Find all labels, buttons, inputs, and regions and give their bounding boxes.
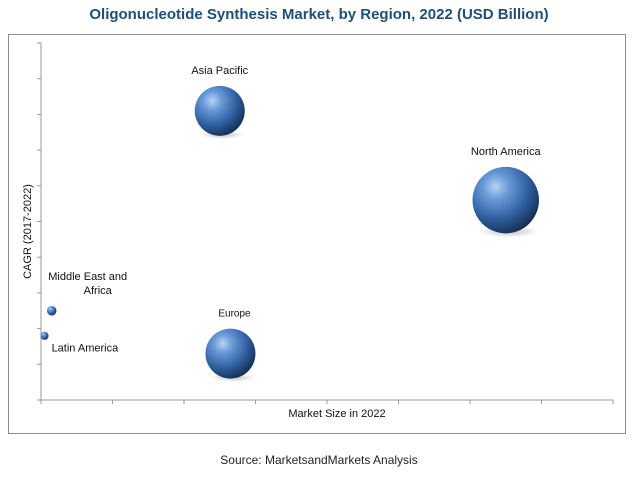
bubble-chart: Asia Pacific North America Europe Middle Ea… bbox=[22, 42, 614, 420]
bubble-label-latin-america: Latin America bbox=[52, 343, 120, 355]
chart-title: Oligonucleotide Synthesis Market, by Reg… bbox=[89, 6, 549, 23]
y-axis-label: CAGR (2017-2022) bbox=[22, 184, 34, 279]
bubble-europe bbox=[205, 328, 256, 379]
bubble-latin-america bbox=[40, 331, 49, 340]
bubble-north-america bbox=[472, 166, 539, 234]
bubble-label-middle-east-and-africa: Middle East and Africa bbox=[48, 271, 127, 297]
x-axis-label: Market Size in 2022 bbox=[288, 408, 385, 420]
bubble-label-asia-pacific: Asia Pacific bbox=[191, 65, 248, 77]
bubble-middle-east-and-africa bbox=[46, 306, 57, 316]
bubble-label-europe: Europe bbox=[218, 309, 251, 320]
axes-group bbox=[37, 42, 614, 404]
bubble-label-north-america: North America bbox=[471, 146, 542, 158]
source-note: Source: MarketsandMarkets Analysis bbox=[220, 453, 418, 467]
bubbles-group bbox=[40, 85, 539, 382]
bubble-labels-group: Asia Pacific North America Europe Middle Ea… bbox=[48, 65, 541, 355]
bubble-asia-pacific bbox=[194, 85, 245, 136]
chart-frame: Asia Pacific North America Europe Middle Ea… bbox=[8, 34, 626, 434]
